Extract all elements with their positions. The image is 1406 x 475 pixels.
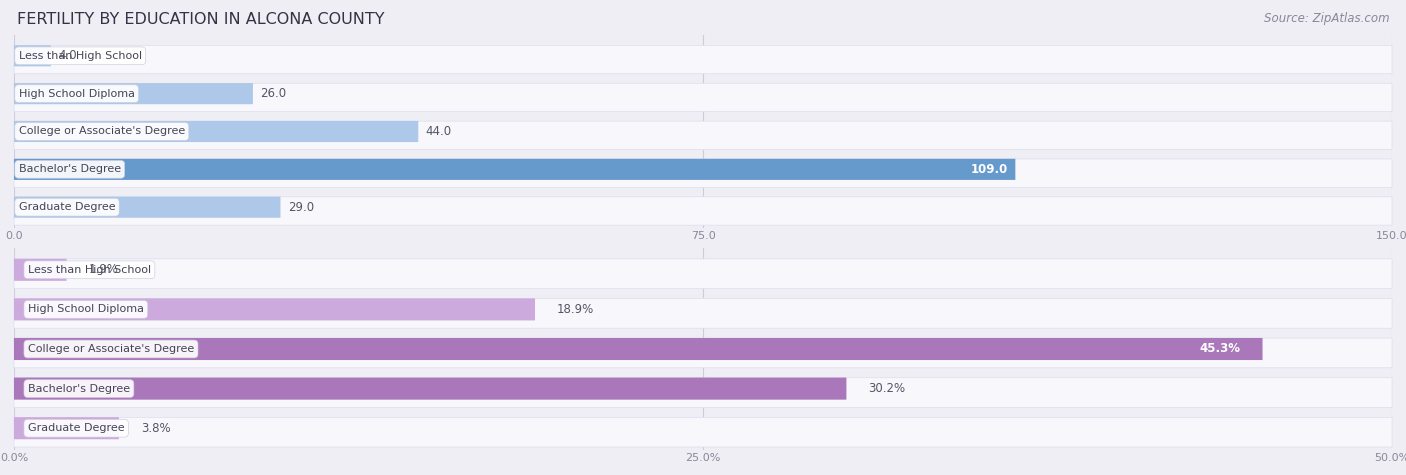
Text: Bachelor's Degree: Bachelor's Degree	[18, 164, 121, 174]
FancyBboxPatch shape	[14, 378, 846, 399]
FancyBboxPatch shape	[14, 45, 51, 66]
FancyBboxPatch shape	[14, 121, 418, 142]
Text: 18.9%: 18.9%	[557, 303, 595, 316]
FancyBboxPatch shape	[14, 298, 536, 321]
Text: Less than High School: Less than High School	[18, 51, 142, 61]
Text: 45.3%: 45.3%	[1199, 342, 1240, 355]
Text: 109.0: 109.0	[970, 163, 1008, 176]
Text: 30.2%: 30.2%	[869, 382, 905, 395]
FancyBboxPatch shape	[14, 378, 1392, 408]
Text: 29.0: 29.0	[288, 200, 314, 214]
FancyBboxPatch shape	[14, 299, 1392, 328]
Text: 1.9%: 1.9%	[89, 263, 118, 276]
FancyBboxPatch shape	[14, 121, 1392, 150]
FancyBboxPatch shape	[14, 259, 1392, 288]
Text: 3.8%: 3.8%	[141, 422, 170, 435]
Text: 4.0: 4.0	[58, 49, 77, 62]
FancyBboxPatch shape	[14, 197, 280, 218]
Text: College or Associate's Degree: College or Associate's Degree	[18, 126, 186, 136]
FancyBboxPatch shape	[14, 259, 66, 281]
Text: 26.0: 26.0	[260, 87, 287, 100]
Text: College or Associate's Degree: College or Associate's Degree	[28, 344, 194, 354]
FancyBboxPatch shape	[14, 159, 1392, 187]
FancyBboxPatch shape	[14, 338, 1392, 368]
FancyBboxPatch shape	[14, 83, 1392, 112]
Text: High School Diploma: High School Diploma	[28, 304, 143, 314]
FancyBboxPatch shape	[14, 338, 1263, 360]
Text: Graduate Degree: Graduate Degree	[18, 202, 115, 212]
Text: 44.0: 44.0	[426, 125, 451, 138]
Text: FERTILITY BY EDUCATION IN ALCONA COUNTY: FERTILITY BY EDUCATION IN ALCONA COUNTY	[17, 12, 384, 27]
Text: High School Diploma: High School Diploma	[18, 89, 135, 99]
FancyBboxPatch shape	[14, 159, 1015, 180]
Text: Source: ZipAtlas.com: Source: ZipAtlas.com	[1264, 12, 1389, 25]
FancyBboxPatch shape	[14, 46, 1392, 74]
FancyBboxPatch shape	[14, 83, 253, 104]
FancyBboxPatch shape	[14, 417, 120, 439]
Text: Bachelor's Degree: Bachelor's Degree	[28, 384, 129, 394]
Text: Less than High School: Less than High School	[28, 265, 150, 275]
FancyBboxPatch shape	[14, 197, 1392, 225]
Text: Graduate Degree: Graduate Degree	[28, 423, 125, 433]
FancyBboxPatch shape	[14, 418, 1392, 447]
